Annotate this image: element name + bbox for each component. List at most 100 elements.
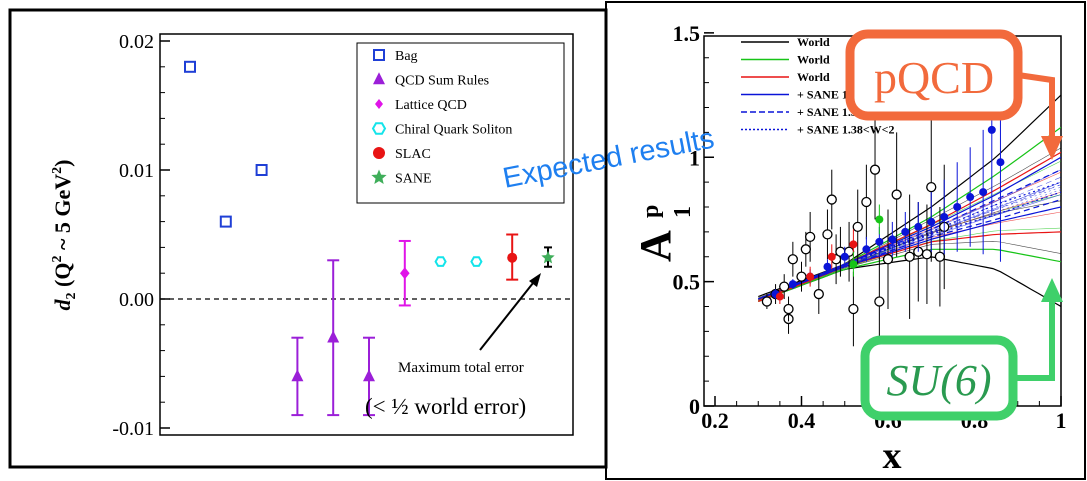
- right-point-sane: [927, 217, 936, 226]
- left-point-slac: [507, 252, 518, 263]
- left-data-layer: [184, 60, 555, 417]
- left-legend-marker: [375, 99, 383, 109]
- left-plot-frame: [159, 33, 574, 436]
- left-legend-box: [356, 42, 565, 204]
- right-point-world: [761, 296, 773, 307]
- right-y-tick-label: 0.5: [673, 270, 701, 295]
- right-point-sane: [875, 237, 884, 246]
- left-legend-marker: [373, 49, 385, 61]
- left-point-chiral-quark-soliton: [434, 256, 447, 267]
- right-point-world: [800, 244, 811, 255]
- right-legend-label: World: [797, 53, 830, 67]
- right-point-world: [826, 194, 837, 205]
- right-point-sane: [888, 235, 897, 244]
- right-band-curve: [758, 181, 1061, 300]
- right-x-axis-label: x: [883, 435, 902, 477]
- left-point-qcd-sum-rules: [327, 330, 340, 343]
- left-y-tick-label: 0.02: [119, 31, 154, 53]
- right-point-sane: [966, 193, 975, 202]
- right-point-sane: [862, 245, 871, 254]
- right-y-label-sub: 1: [670, 206, 696, 218]
- right-point-sane: [788, 280, 797, 289]
- left-legend: Bag QCD Sum Rules Lattice QCD Chiral Quark …: [371, 49, 512, 187]
- right-point-world: [848, 303, 859, 315]
- half-world-error-annotation: (< ½ world error): [365, 394, 526, 419]
- right-legend-label: World: [797, 35, 830, 49]
- left-legend-marker: [371, 169, 387, 184]
- left-legend-marker: [373, 147, 385, 159]
- right-point-world: [926, 181, 937, 193]
- left-legend-label: QCD Sum Rules: [395, 74, 489, 89]
- left-y-tick-label: 0.00: [119, 289, 154, 311]
- right-panel-outer-border: [605, 1, 1086, 480]
- right-point-sane: [953, 203, 962, 211]
- right-point-red: [775, 292, 784, 301]
- right-point-world: [904, 251, 915, 262]
- left-legend-marker: [373, 72, 385, 85]
- su6-arrow-line: [1013, 298, 1055, 381]
- right-panel: 0.20.40.60.8100.511.5 A 1 p x WorldWorld…: [605, 1, 1086, 480]
- right-point-world: [796, 271, 807, 282]
- right-point-world: [861, 196, 872, 208]
- right-x-tick-label: 0.2: [701, 408, 729, 433]
- right-point-world: [869, 164, 881, 175]
- pqcd-label: pQCD: [874, 52, 994, 103]
- right-legend-label: World: [797, 70, 830, 84]
- right-x-tick-label: 1: [1056, 408, 1067, 433]
- right-point-world: [891, 189, 902, 200]
- right-point-green: [875, 215, 884, 224]
- left-point-bag: [255, 164, 268, 176]
- right-point-world: [934, 251, 946, 262]
- max-error-annotation: Maximum total error: [398, 360, 524, 376]
- right-point-world: [852, 221, 863, 233]
- left-y-tick-label: 0.01: [119, 160, 154, 182]
- su6-arrowhead: [1041, 278, 1063, 302]
- left-y-axis: -0.01 0.00 0.01 0.02: [112, 31, 170, 440]
- left-point-qcd-sum-rules: [291, 369, 304, 382]
- left-point-chiral-quark-soliton: [470, 256, 483, 267]
- right-point-world: [787, 254, 798, 265]
- right-point-world: [779, 281, 790, 292]
- right-y-tick-label: 0: [689, 394, 700, 419]
- right-y-axis-label: A 1 p: [631, 205, 696, 262]
- right-point-green: [849, 260, 858, 269]
- left-legend-marker: [371, 122, 387, 135]
- su6-label: SU(6): [886, 356, 991, 405]
- left-legend-label: Bag: [395, 49, 418, 64]
- right-band-inner-curve: [758, 184, 1061, 300]
- right-point-world: [822, 229, 833, 240]
- right-point-sane: [979, 188, 988, 197]
- left-panel: -0.01 0.00 0.01 0.02 d2 (Q2 ~ 5 GeV2) Bag QC…: [8, 8, 608, 469]
- left-point-lattice-qcd: [400, 267, 410, 280]
- right-point-sane: [914, 222, 923, 231]
- pqcd-arrowhead: [1041, 136, 1063, 160]
- left-legend-label: Chiral Quark Soliton: [395, 123, 512, 138]
- right-legend-label: + SANE 1.38<W<2: [797, 123, 895, 137]
- right-y-label-main: A: [631, 230, 680, 262]
- right-x-tick-label: 0.4: [788, 408, 816, 433]
- right-point-red: [827, 252, 836, 261]
- right-y-tick-label: 1.5: [673, 21, 701, 46]
- left-point-bag: [219, 215, 232, 228]
- right-point-sane: [840, 252, 849, 261]
- right-point-sane: [823, 262, 832, 271]
- right-point-sane: [996, 158, 1005, 167]
- max-error-arrowhead: [529, 273, 541, 287]
- right-point-world: [882, 254, 894, 265]
- right-point-world: [783, 303, 794, 315]
- left-point-bag: [184, 60, 196, 73]
- left-legend-label: SLAC: [395, 147, 431, 162]
- right-point-world: [813, 288, 824, 300]
- right-point-world: [805, 231, 816, 243]
- right-y-label-sup: p: [638, 205, 664, 218]
- left-point-qcd-sum-rules: [363, 369, 375, 382]
- left-y-tick-label: -0.01: [112, 418, 154, 440]
- right-y-tick-label: 1: [689, 145, 700, 170]
- left-legend-label: Lattice QCD: [395, 98, 467, 113]
- right-data-layer: [758, 42, 1061, 352]
- max-error-arrow-line: [479, 277, 538, 351]
- right-point-world: [921, 249, 933, 260]
- pqcd-arrow-line: [1017, 72, 1055, 143]
- right-point-red: [806, 272, 815, 281]
